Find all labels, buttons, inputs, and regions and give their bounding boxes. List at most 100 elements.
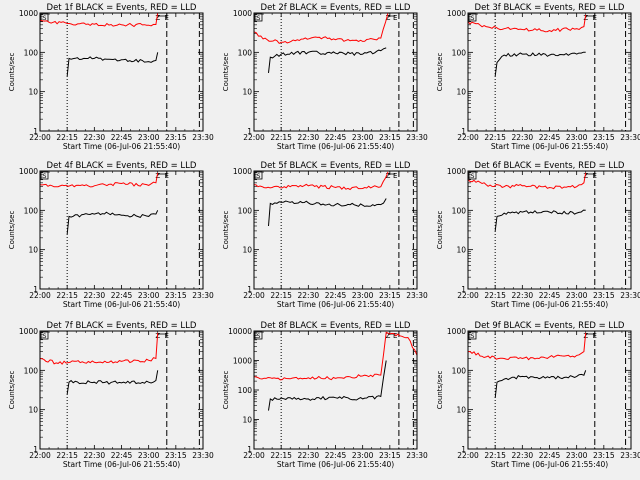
corner-key-glyph: S — [43, 173, 47, 180]
y-axis-label: Counts/sec — [436, 211, 444, 250]
y-tick-label: 100 — [24, 366, 39, 375]
panel-title: Det 4f BLACK = Events, RED = LLD — [47, 161, 197, 171]
y-tick-label: 10 — [28, 406, 38, 415]
x-axis-label: Start Time (06-Jul-06 21:55:40) — [277, 460, 394, 469]
x-tick-label: 22:15 — [484, 291, 506, 300]
x-tick-label: 22:00 — [457, 133, 479, 142]
y-tick-label: 100 — [452, 48, 467, 57]
events-series-line — [268, 360, 387, 411]
y-tick-label: 10 — [456, 88, 466, 97]
e-marker-label: E — [393, 14, 397, 22]
lld-series-line — [468, 172, 587, 190]
e-marker-label: E — [593, 172, 597, 180]
x-tick-label: 23:00 — [138, 451, 160, 460]
corner-key-box — [254, 13, 263, 22]
x-tick-label: 23:15 — [165, 451, 187, 460]
y-axis-label: Counts/sec — [8, 53, 16, 92]
x-tick-label: 23:30 — [406, 451, 428, 460]
x-tick-label: 23:15 — [379, 133, 401, 142]
x-tick-label: 22:00 — [243, 451, 265, 460]
y-tick-label: 1 — [247, 445, 252, 454]
x-tick-label: 22:45 — [539, 451, 561, 460]
e-marker-label: E — [165, 332, 169, 340]
corner-key-box — [40, 171, 49, 180]
x-tick-label: 23:00 — [352, 133, 374, 142]
detector-panel-2: Det 2f BLACK = Events, RED = LLD 1 10 100 10… — [222, 3, 428, 151]
panel-title: Det 2f BLACK = Events, RED = LLD — [261, 3, 411, 13]
y-tick-label: 1 — [461, 127, 466, 136]
panel-title: Det 7f BLACK = Events, RED = LLD — [47, 321, 197, 331]
y-axis-label: Counts/sec — [222, 53, 230, 92]
x-tick-label: 22:45 — [111, 133, 133, 142]
x-tick-label: 22:15 — [270, 133, 292, 142]
x-tick-label: 22:00 — [29, 451, 51, 460]
plot-frame — [253, 170, 418, 290]
x-tick-label: 22:45 — [111, 291, 133, 300]
y-tick-label: 10000 — [228, 327, 252, 336]
events-series-line — [268, 47, 387, 73]
y-tick-label: 1 — [33, 285, 38, 294]
y-tick-label: 1000 — [447, 327, 466, 336]
x-axis-label: Start Time (06-Jul-06 21:55:40) — [277, 142, 394, 151]
y-tick-label: 1000 — [233, 167, 252, 176]
y-tick-label: 100 — [238, 206, 253, 215]
x-tick-label: 23:30 — [192, 133, 214, 142]
e-marker-label: E — [593, 14, 597, 22]
detector-panel-4: Det 4f BLACK = Events, RED = LLD 1 10 100 10… — [8, 161, 214, 309]
y-axis-label: Counts/sec — [436, 53, 444, 92]
panel-title: Det 8f BLACK = Events, RED = LLD — [261, 321, 411, 331]
x-tick-label: 22:45 — [111, 451, 133, 460]
corner-key-box — [468, 331, 477, 340]
x-tick-label: 23:00 — [566, 451, 588, 460]
x-tick-label: 22:45 — [325, 451, 347, 460]
plot-frame — [253, 330, 418, 450]
plot-frame — [39, 12, 204, 132]
x-tick-label: 23:00 — [566, 291, 588, 300]
y-axis-label: Counts/sec — [8, 371, 16, 410]
y-tick-label: 10 — [242, 88, 252, 97]
e-marker-label: E — [165, 14, 169, 22]
corner-key-glyph: S — [471, 15, 475, 22]
e-marker-label: E — [393, 172, 397, 180]
plot-frame — [39, 170, 204, 290]
events-series-line — [268, 198, 387, 227]
x-tick-label: 22:00 — [457, 291, 479, 300]
corner-key-box — [468, 13, 477, 22]
x-tick-label: 22:30 — [512, 451, 534, 460]
y-tick-label: 100 — [24, 206, 39, 215]
lld-series-line — [254, 171, 389, 191]
x-tick-label: 23:15 — [165, 291, 187, 300]
detector-panel-5: Det 5f BLACK = Events, RED = LLD 1 10 100 10… — [222, 161, 428, 309]
x-tick-label: 22:00 — [243, 133, 265, 142]
z-marker-label: Z — [386, 172, 391, 180]
x-tick-label: 22:30 — [298, 133, 320, 142]
y-tick-label: 100 — [238, 48, 253, 57]
detector-panel-6: Det 6f BLACK = Events, RED = LLD 1 10 100 10… — [436, 161, 640, 309]
plot-frame — [253, 12, 418, 132]
y-tick-label: 100 — [238, 386, 253, 395]
panel-title: Det 6f BLACK = Events, RED = LLD — [475, 161, 625, 171]
x-axis-label: Start Time (06-Jul-06 21:55:40) — [491, 300, 608, 309]
x-tick-label: 22:30 — [84, 291, 106, 300]
detector-panel-8: Det 8f BLACK = Events, RED = LLD 1 10 100 10… — [222, 321, 428, 469]
y-tick-label: 100 — [24, 48, 39, 57]
y-tick-label: 1000 — [233, 9, 252, 18]
corner-key-glyph: S — [471, 173, 475, 180]
detector-panel-7: Det 7f BLACK = Events, RED = LLD 1 10 100 10… — [8, 321, 214, 469]
x-tick-label: 23:30 — [406, 291, 428, 300]
panel-title: Det 5f BLACK = Events, RED = LLD — [261, 161, 411, 171]
y-tick-label: 1 — [461, 445, 466, 454]
lld-series-line — [254, 13, 389, 45]
x-tick-label: 23:15 — [593, 291, 615, 300]
x-tick-label: 22:00 — [29, 133, 51, 142]
x-axis-label: Start Time (06-Jul-06 21:55:40) — [63, 460, 180, 469]
y-tick-label: 1 — [461, 285, 466, 294]
y-axis-label: Counts/sec — [436, 371, 444, 410]
corner-key-glyph: S — [471, 333, 475, 340]
y-tick-label: 1000 — [19, 327, 38, 336]
y-tick-label: 1 — [247, 127, 252, 136]
x-tick-label: 23:30 — [406, 133, 428, 142]
y-tick-label: 1000 — [19, 167, 38, 176]
x-axis-label: Start Time (06-Jul-06 21:55:40) — [491, 142, 608, 151]
